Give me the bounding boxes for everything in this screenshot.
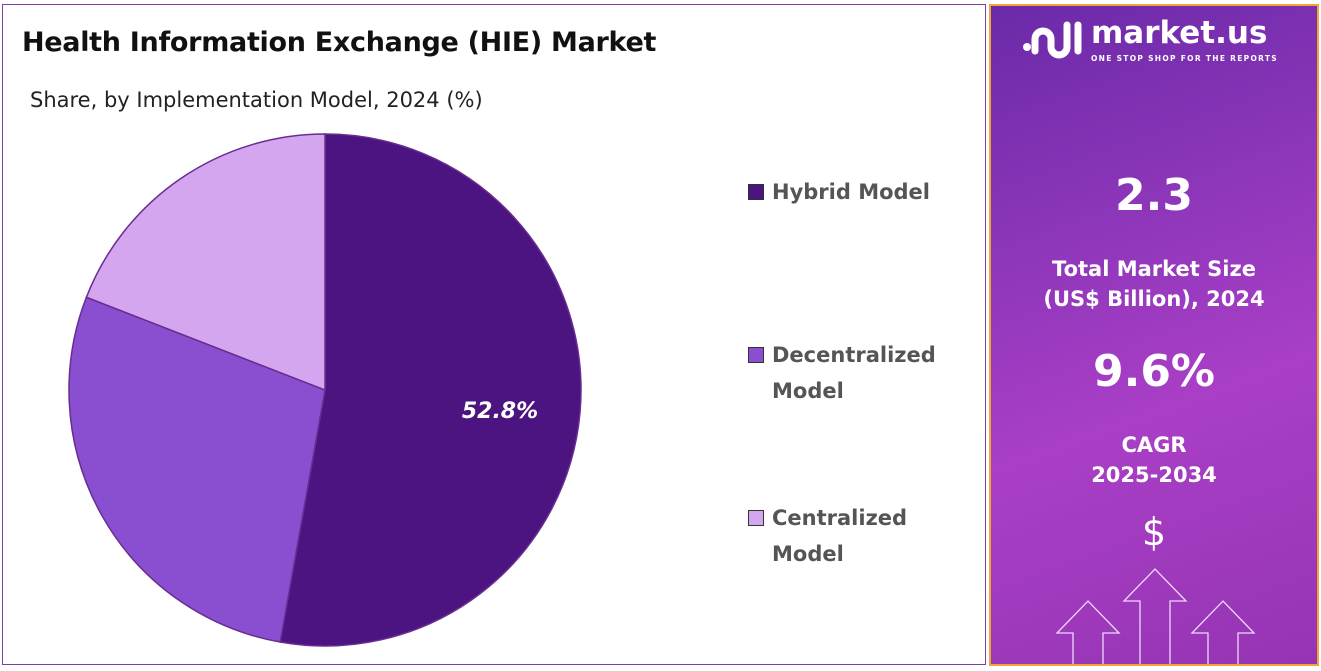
legend-label: Decentralized Model [772, 343, 936, 403]
growth-arrows-icon [1055, 568, 1256, 664]
chart-title: Health Information Exchange (HIE) Market [22, 27, 657, 58]
brand-tagline: ONE STOP SHOP FOR THE REPORTS [1091, 54, 1278, 63]
legend-swatch [748, 184, 764, 200]
legend-item: Centralized Model [748, 500, 907, 572]
legend-swatch [748, 510, 764, 526]
legend-item: Hybrid Model [748, 174, 930, 210]
market-us-logo: market.us ONE STOP SHOP FOR THE REPORTS [1021, 14, 1278, 64]
cagr-label-2: 2025-2034 [1091, 463, 1217, 487]
market-size-label-2: (US$ Billion), 2024 [1043, 287, 1265, 311]
pie-slice-decentralized-model [68, 296, 326, 643]
legend-label: Centralized Model [772, 506, 908, 566]
chart-panel [2, 4, 986, 665]
pie-slice-hybrid-model [279, 133, 582, 647]
dollar-icon: $ [1141, 510, 1167, 554]
pie-slice-centralized-model [85, 133, 326, 392]
market-size-value: 2.3 [1115, 170, 1193, 221]
brand-name: market.us [1091, 15, 1268, 51]
data-label: 52.8% [462, 399, 538, 424]
cagr-value: 9.6% [1092, 346, 1216, 397]
market-size-label-1: Total Market Size [1052, 257, 1256, 281]
summary-panel: market.us ONE STOP SHOP FOR THE REPORTS … [989, 4, 1319, 666]
pie-chart: 52.8% [68, 133, 582, 647]
cagr-label-1: CAGR [1121, 433, 1187, 457]
legend-label: Hybrid Model [772, 180, 930, 204]
chart-subtitle: Share, by Implementation Model, 2024 (%) [30, 88, 483, 112]
legend-swatch [748, 347, 764, 363]
legend-item: Decentralized Model [748, 337, 936, 409]
logo-icon [1023, 21, 1082, 59]
